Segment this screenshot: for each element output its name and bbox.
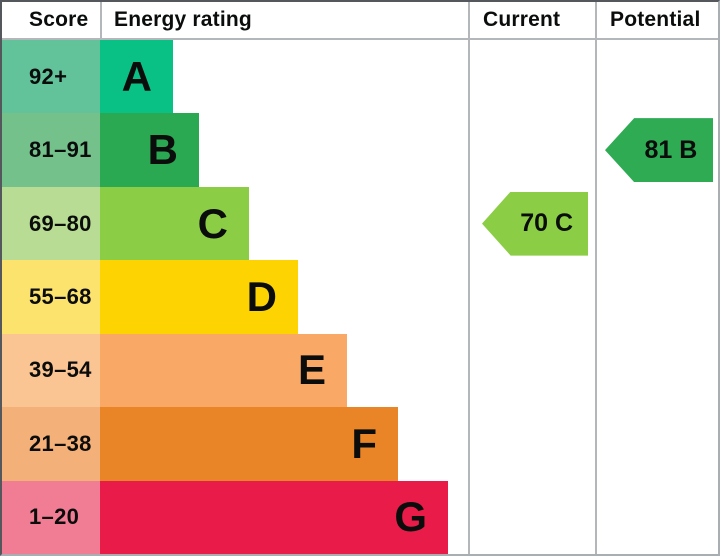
band-rows: 92+ A 81–91 B 69–80 C 55–68 D 39–54 E 21–38 F 1–20 G <box>2 40 718 554</box>
band-row-g: 1–20 G <box>2 480 718 554</box>
band-row-e: 39–54 E <box>2 333 718 408</box>
band-letter: G <box>394 493 427 541</box>
band-score-range: 81–91 <box>2 113 100 187</box>
band-score-range: 92+ <box>2 40 100 114</box>
band-letter: C <box>197 199 228 247</box>
band-bar-b: B <box>100 113 199 187</box>
band-bar-c: C <box>100 186 249 261</box>
potential-rating-label: 81 B <box>644 135 698 164</box>
band-bar-f: F <box>100 407 398 481</box>
divider-current-column <box>468 2 470 554</box>
band-row-f: 21–38 F <box>2 407 718 481</box>
band-score-range: 55–68 <box>2 260 100 334</box>
band-letter: E <box>297 346 326 394</box>
header-score: Score <box>29 8 89 31</box>
header-energy-rating: Energy rating <box>114 8 252 31</box>
band-letter: F <box>351 419 377 467</box>
band-row-b: 81–91 B <box>2 113 718 187</box>
band-letter: A <box>121 52 152 100</box>
header-current: Current <box>483 8 561 31</box>
header-potential: Potential <box>610 8 701 31</box>
band-score-range: 39–54 <box>2 333 100 408</box>
band-bar-a: A <box>100 40 173 114</box>
band-row-a: 92+ A <box>2 40 718 114</box>
band-score-range: 21–38 <box>2 407 100 481</box>
band-letter: D <box>246 272 277 320</box>
band-letter: B <box>147 126 178 174</box>
band-score-range: 69–80 <box>2 186 100 261</box>
current-rating-label: 70 C <box>520 209 574 238</box>
band-bar-g: G <box>100 480 448 554</box>
band-bar-e: E <box>100 333 347 408</box>
divider-potential-column <box>595 2 597 554</box>
chart-header: Score Energy rating Current Potential <box>2 2 718 40</box>
band-row-d: 55–68 D <box>2 260 718 334</box>
band-score-range: 1–20 <box>2 480 100 554</box>
band-bar-d: D <box>100 260 298 334</box>
potential-rating-arrow: 81 B <box>605 118 713 183</box>
band-row-c: 69–80 C <box>2 186 718 261</box>
